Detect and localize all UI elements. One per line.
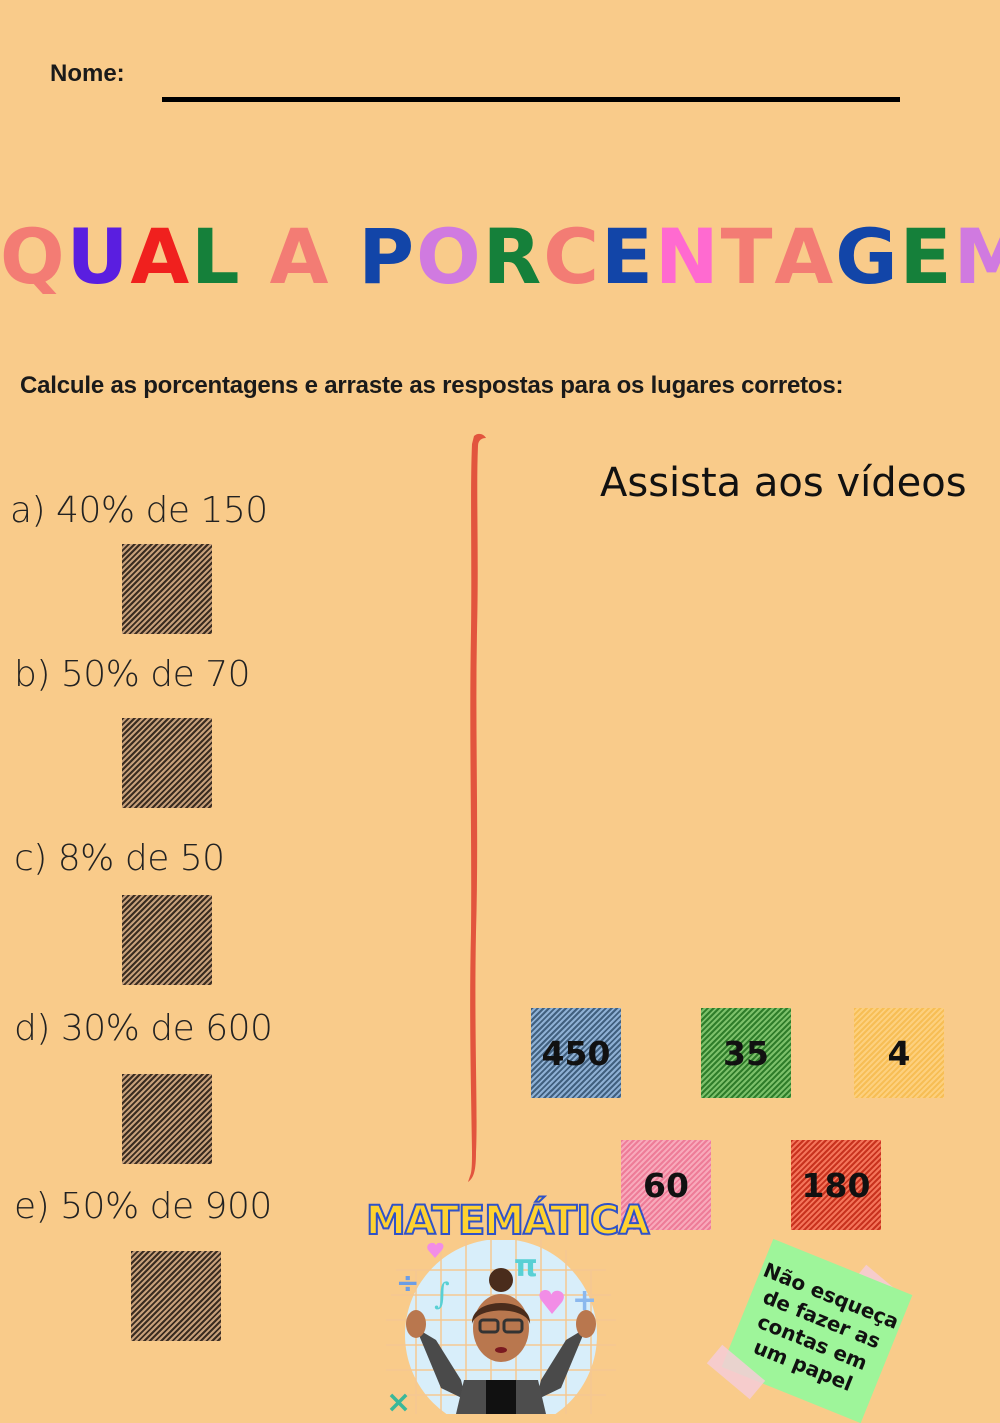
title-letter: C <box>543 212 602 301</box>
title-letter: E <box>899 212 954 301</box>
title-letter: A <box>774 212 836 301</box>
question-c: c) 8% de 50 <box>14 838 225 879</box>
tile-value: 180 <box>801 1165 871 1205</box>
title-letter: U <box>66 212 131 301</box>
title-letter: T <box>720 212 775 301</box>
tile-value: 60 <box>643 1165 689 1205</box>
dropzone-e[interactable] <box>131 1251 221 1341</box>
svg-text:÷: ÷ <box>396 1266 419 1299</box>
title-letter: O <box>416 212 483 301</box>
dropzone-a[interactable] <box>122 544 212 634</box>
dropzone-d[interactable] <box>122 1074 212 1164</box>
title-letter: P <box>358 212 417 301</box>
answer-tile-60[interactable]: 60 <box>621 1140 711 1230</box>
title-letter: A <box>130 212 192 301</box>
title-letter: N <box>654 212 721 301</box>
matematica-logo: MATEMÁTICA <box>365 1197 650 1245</box>
divider-line <box>468 433 486 1182</box>
videos-heading: Assista aos vídeos <box>600 460 967 506</box>
question-d: d) 30% de 600 <box>14 1008 273 1049</box>
tile-value: 450 <box>541 1033 611 1073</box>
dropzone-b[interactable] <box>122 718 212 808</box>
answer-tile-180[interactable]: 180 <box>791 1140 881 1230</box>
question-e: e) 50% de 900 <box>14 1186 272 1227</box>
name-label: Nome: <box>50 60 125 87</box>
answer-tile-4[interactable]: 4 <box>854 1008 944 1098</box>
svg-text:×: × <box>386 1385 411 1414</box>
tile-value: 35 <box>723 1033 769 1073</box>
question-a: a) 40% de 150 <box>10 490 268 531</box>
title-letter: M <box>953 212 1000 301</box>
answer-tile-35[interactable]: 35 <box>701 1008 791 1098</box>
name-field-line[interactable] <box>162 97 900 102</box>
answer-tile-450[interactable]: 450 <box>531 1008 621 1098</box>
title-letter: R <box>482 212 544 301</box>
teacher-avatar-illustration: ÷ ∫ π + × <box>386 1240 616 1414</box>
dropzone-c[interactable] <box>122 895 212 985</box>
title-letter: Q <box>0 212 67 301</box>
title-letter: L <box>191 212 242 301</box>
title-letter: G <box>835 212 900 301</box>
svg-text:∫: ∫ <box>434 1277 450 1312</box>
title-letter: E <box>601 212 655 301</box>
instructions: Calcule as porcentagens e arraste as res… <box>20 372 844 399</box>
svg-text:π: π <box>514 1249 538 1284</box>
question-b: b) 50% de 70 <box>14 654 251 695</box>
title-letter: A <box>269 212 331 301</box>
tile-value: 4 <box>887 1033 911 1073</box>
